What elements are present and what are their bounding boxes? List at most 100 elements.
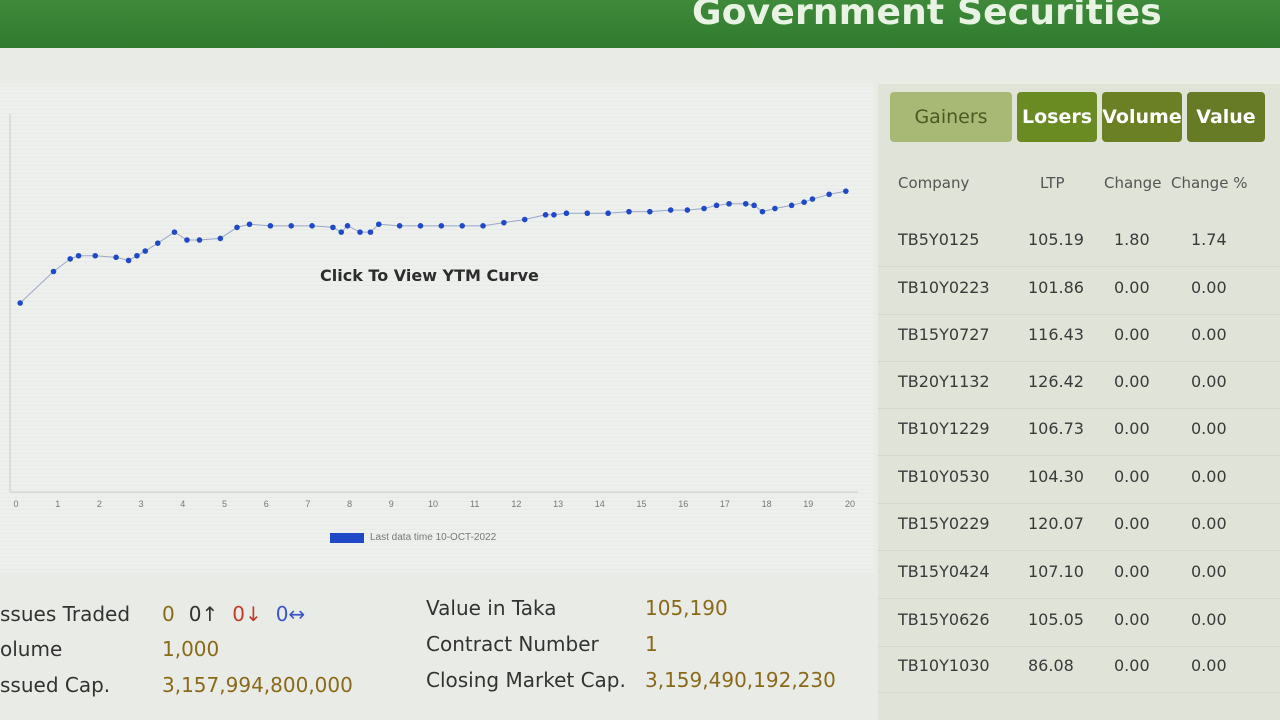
data-point[interactable] <box>459 223 465 229</box>
x-tick-label: 17 <box>720 499 730 509</box>
cell-ltp: 120.07 <box>1028 514 1084 533</box>
data-point[interactable] <box>375 221 382 228</box>
table-row[interactable]: TB15Y0727 116.43 0.00 0.00 <box>878 315 1280 362</box>
data-point[interactable] <box>217 235 224 242</box>
data-point[interactable] <box>113 254 119 261</box>
data-point[interactable] <box>234 224 240 231</box>
cell-change-pct: 0.00 <box>1191 514 1227 533</box>
data-point[interactable] <box>684 207 691 213</box>
cell-change: 0.00 <box>1114 562 1150 581</box>
data-point[interactable] <box>154 240 161 246</box>
cell-company: TB20Y1132 <box>898 372 990 391</box>
data-point[interactable] <box>246 221 253 228</box>
data-point[interactable] <box>396 223 403 229</box>
data-point[interactable] <box>196 237 203 243</box>
data-point[interactable] <box>357 229 363 235</box>
data-point[interactable] <box>542 212 549 218</box>
data-point[interactable] <box>788 202 795 209</box>
x-tick-label: 4 <box>180 499 185 509</box>
data-point[interactable] <box>417 223 424 229</box>
data-point[interactable] <box>801 199 807 205</box>
header-company: Company <box>898 174 970 192</box>
data-point[interactable] <box>809 196 816 202</box>
data-point[interactable] <box>480 223 486 229</box>
data-point[interactable] <box>501 219 507 226</box>
issued-cap-label: ssued Cap. <box>0 673 111 697</box>
issues-unchanged: 0↔ <box>275 602 306 626</box>
data-point[interactable] <box>288 223 295 229</box>
data-point[interactable] <box>563 210 570 217</box>
data-point[interactable] <box>125 257 132 264</box>
data-point[interactable] <box>626 208 632 215</box>
data-point[interactable] <box>50 268 57 275</box>
data-point[interactable] <box>826 191 832 198</box>
tab-losers[interactable]: Losers <box>1017 92 1097 142</box>
data-point[interactable] <box>309 223 315 229</box>
cell-company: TB15Y0727 <box>898 325 990 344</box>
legend-swatch <box>330 532 364 543</box>
data-point[interactable] <box>772 205 778 212</box>
tab-gainers[interactable]: Gainers <box>890 92 1012 142</box>
data-point[interactable] <box>605 210 611 217</box>
data-point[interactable] <box>344 223 351 229</box>
table-row[interactable]: TB15Y0424 107.10 0.00 0.00 <box>878 552 1280 599</box>
data-point[interactable] <box>267 223 274 229</box>
data-point[interactable] <box>438 223 445 229</box>
cell-change-pct: 0.00 <box>1191 372 1227 391</box>
table-row[interactable]: TB15Y0626 105.05 0.00 0.00 <box>878 600 1280 647</box>
table-row[interactable]: TB10Y1229 106.73 0.00 0.00 <box>878 409 1280 456</box>
data-point[interactable] <box>584 210 591 217</box>
x-tick-label: 20 <box>845 499 855 509</box>
header-change-pct: Change % <box>1171 174 1248 192</box>
data-point[interactable] <box>92 252 99 259</box>
ytm-chart-panel[interactable]: 0 1 2 3 4 5 6 7 8 9 10 11 12 13 14 15 16 17 18 19 20 Click T… <box>0 84 874 574</box>
data-point[interactable] <box>67 256 74 262</box>
issues-up: 0↑ <box>188 602 219 626</box>
table-row[interactable]: TB5Y0125 105.19 1.80 1.74 <box>878 220 1280 267</box>
table-row[interactable]: TB20Y1132 126.42 0.00 0.00 <box>878 362 1280 409</box>
x-tick-label: 12 <box>511 499 521 509</box>
data-point[interactable] <box>751 202 757 209</box>
cell-change: 0.00 <box>1114 278 1150 297</box>
data-point[interactable] <box>843 188 849 194</box>
data-point[interactable] <box>184 237 190 243</box>
x-tick-label: 10 <box>428 499 438 509</box>
cell-company: TB10Y0223 <box>898 278 990 297</box>
table-row[interactable]: TB10Y1030 86.08 0.00 0.00 <box>878 646 1280 693</box>
data-point[interactable] <box>667 207 674 213</box>
data-point[interactable] <box>647 208 653 215</box>
data-point[interactable] <box>759 208 766 215</box>
data-point[interactable] <box>75 252 82 259</box>
x-tick-label: 3 <box>139 499 144 509</box>
table-row[interactable]: TB10Y0530 104.30 0.00 0.00 <box>878 457 1280 504</box>
data-point[interactable] <box>713 202 720 209</box>
data-point[interactable] <box>551 212 557 218</box>
data-point[interactable] <box>726 200 732 207</box>
data-point[interactable] <box>171 229 178 235</box>
data-point[interactable] <box>330 224 336 231</box>
data-point[interactable] <box>17 300 23 306</box>
data-point[interactable] <box>701 205 707 212</box>
issues-traded-label: ssues Traded <box>0 602 131 626</box>
chart-legend: Last data time 10-OCT-2022 <box>330 532 496 543</box>
header-change: Change <box>1104 174 1162 192</box>
data-point[interactable] <box>142 248 149 254</box>
cell-change-pct: 0.00 <box>1191 467 1227 486</box>
closing-market-cap-value: 3,159,490,192,230 <box>645 668 836 692</box>
tab-value[interactable]: Value <box>1187 92 1265 142</box>
view-ytm-curve-link[interactable]: Click To View YTM Curve <box>320 266 539 285</box>
cell-change: 0.00 <box>1114 610 1150 629</box>
table-row[interactable]: TB15Y0229 120.07 0.00 0.00 <box>878 504 1280 551</box>
data-point[interactable] <box>367 229 374 235</box>
data-point[interactable] <box>742 200 749 207</box>
x-tick-label: 5 <box>222 499 227 509</box>
table-row[interactable]: TB10Y0223 101.86 0.00 0.00 <box>878 268 1280 315</box>
data-point[interactable] <box>521 216 528 223</box>
data-point[interactable] <box>338 229 345 235</box>
data-point[interactable] <box>134 252 140 259</box>
issues-total: 0 <box>162 602 175 626</box>
ytm-chart[interactable]: 0 1 2 3 4 5 6 7 8 9 10 11 12 13 14 15 16 17 18 19 20 <box>0 84 874 574</box>
value-in-taka-label: Value in Taka <box>426 596 557 620</box>
cell-ltp: 106.73 <box>1028 419 1084 438</box>
tab-volume[interactable]: Volume <box>1102 92 1182 142</box>
